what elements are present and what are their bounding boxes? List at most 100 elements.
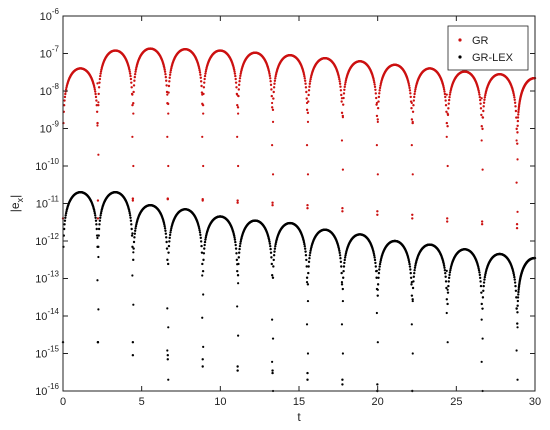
data-point <box>516 116 520 119</box>
data-point <box>374 261 377 265</box>
data-point <box>444 99 447 102</box>
data-point <box>407 258 410 262</box>
dip-point <box>411 173 414 176</box>
data-point <box>165 79 168 82</box>
x-tick-label: 10 <box>214 396 226 408</box>
data-point <box>516 322 519 325</box>
data-point <box>373 83 376 86</box>
data-point <box>513 275 516 279</box>
x-tick-label: 30 <box>529 396 541 408</box>
data-point <box>378 86 382 90</box>
data-point <box>517 293 520 296</box>
dip-point <box>306 173 310 176</box>
data-point <box>128 210 131 213</box>
dip-point <box>410 144 413 147</box>
data-point <box>273 250 276 253</box>
dip-point <box>445 311 448 315</box>
data-point <box>163 223 166 226</box>
dip-point <box>515 181 518 184</box>
data-point <box>238 80 241 83</box>
data-point <box>445 286 448 290</box>
data-point <box>305 108 309 112</box>
data-point <box>342 276 345 279</box>
data-point <box>482 101 486 104</box>
dip-point <box>201 93 204 96</box>
data-point <box>133 229 137 232</box>
dip-point <box>340 97 344 100</box>
data-point <box>272 254 276 257</box>
data-point <box>273 79 277 83</box>
data-point <box>449 269 452 272</box>
data-point <box>274 245 277 248</box>
data-point <box>341 383 344 386</box>
data-point <box>271 108 275 112</box>
data-point <box>513 96 516 99</box>
data-point <box>63 95 67 99</box>
data-point <box>410 118 414 121</box>
data-point <box>99 74 102 78</box>
data-point <box>238 77 242 80</box>
data-point <box>267 238 271 241</box>
data-point <box>443 92 447 96</box>
data-point <box>302 241 306 244</box>
data-point <box>376 210 379 213</box>
data-point <box>408 86 411 90</box>
data-point <box>236 106 240 109</box>
data-point <box>305 276 309 279</box>
data-point <box>268 72 271 75</box>
dip-point <box>305 101 309 105</box>
legend-marker-gr-lex <box>458 55 462 59</box>
data-point <box>272 97 275 100</box>
data-point <box>130 86 133 89</box>
data-point <box>99 70 103 73</box>
y-tick-label: 10-11 <box>36 195 60 211</box>
dip-point <box>96 279 99 282</box>
data-point <box>410 294 414 297</box>
data-point <box>480 220 484 223</box>
data-point <box>163 227 167 230</box>
data-point <box>97 92 100 96</box>
data-point <box>305 258 308 262</box>
data-point <box>512 94 516 97</box>
data-point <box>448 93 452 96</box>
data-point <box>200 84 203 88</box>
data-point <box>478 271 481 274</box>
data-point <box>234 74 237 78</box>
data-point <box>128 212 131 215</box>
data-point <box>198 229 201 232</box>
data-point <box>342 92 346 95</box>
data-point <box>480 125 483 128</box>
data-point <box>202 258 205 262</box>
data-point <box>237 251 241 254</box>
dip-point <box>375 101 378 105</box>
dip-point <box>96 236 99 240</box>
data-point <box>512 271 515 275</box>
data-point <box>303 242 306 246</box>
data-point <box>340 265 343 268</box>
data-point <box>482 284 485 288</box>
data-point <box>343 258 346 262</box>
data-point <box>375 276 378 279</box>
data-point <box>239 240 242 243</box>
dip-point <box>271 120 275 123</box>
data-point <box>342 265 346 268</box>
data-point <box>93 88 97 91</box>
data-point <box>338 82 342 85</box>
dip-point <box>271 144 274 147</box>
dip-point <box>410 101 413 105</box>
data-point <box>274 77 277 80</box>
dip-point <box>410 323 413 326</box>
data-point <box>232 234 236 237</box>
data-point <box>481 307 484 310</box>
data-point <box>411 217 414 220</box>
data-point <box>378 262 382 266</box>
data-point <box>374 88 377 92</box>
data-point <box>308 85 311 88</box>
data-point <box>482 109 485 113</box>
data-point <box>446 291 450 294</box>
data-point <box>516 119 520 123</box>
data-point <box>338 251 341 255</box>
data-point <box>270 88 273 91</box>
data-point <box>410 106 413 110</box>
data-point <box>271 276 275 279</box>
